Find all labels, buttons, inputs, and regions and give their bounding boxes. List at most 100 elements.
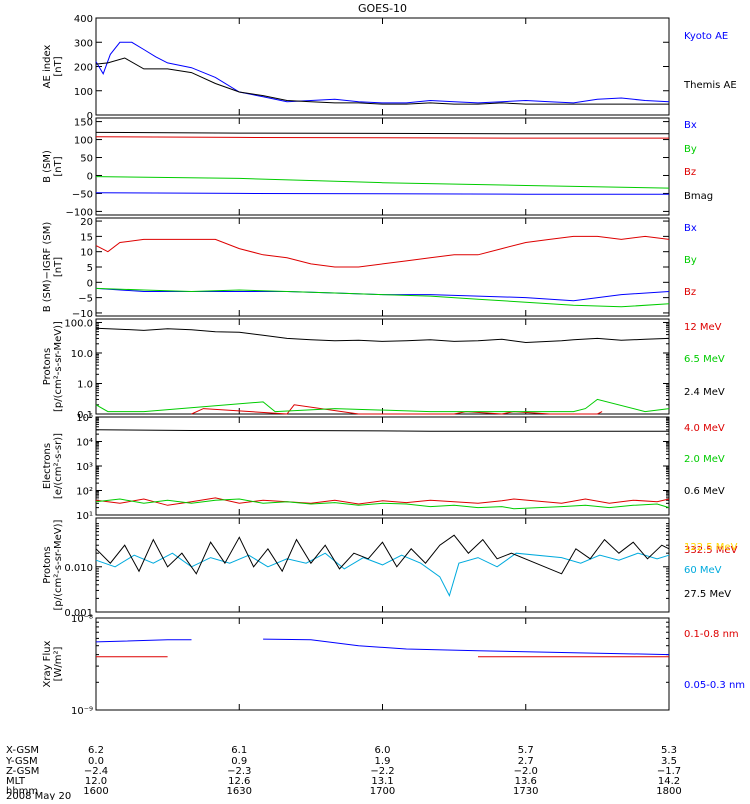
y-tick-label: 10² (76, 487, 93, 498)
x-row-label: hhmm (6, 786, 38, 797)
series-line (95, 429, 669, 432)
legend-entry: Bx (684, 120, 697, 131)
legend-entry: Bmag (684, 191, 713, 202)
legend-entry: 0.05-0.3 nm (684, 680, 745, 691)
series-line (95, 41, 670, 104)
legend-entry: By (684, 144, 697, 155)
y-axis-label: [nT] (53, 156, 64, 176)
legend-entry: 6.5 MeV (684, 354, 725, 365)
series-line (95, 136, 669, 139)
series-line (95, 398, 670, 413)
y-tick-label: 5 (87, 263, 93, 274)
x-row-value: −2.0 (514, 766, 538, 777)
series-line (95, 287, 670, 308)
x-row-value: 1.9 (375, 756, 391, 767)
x-row-value: −2.3 (227, 766, 251, 777)
y-tick-label: 15 (80, 232, 93, 243)
x-row-value: −1.7 (657, 766, 681, 777)
y-tick-label: −5 (78, 294, 93, 305)
x-row-value: 6.1 (231, 745, 247, 756)
y-axis-label: Electrons (42, 443, 53, 489)
x-row-value: −2.2 (370, 766, 394, 777)
series-line (95, 192, 669, 195)
series-line (95, 639, 192, 643)
legend-entry: By (684, 255, 697, 266)
y-axis-label: [nT] (53, 257, 64, 277)
x-row-value: 6.0 (375, 745, 391, 756)
x-row-value: 12.6 (228, 776, 250, 787)
y-axis-label: AE index (42, 45, 53, 89)
y-axis-label: Protons (42, 348, 53, 385)
x-row-value: 12.0 (85, 776, 107, 787)
legend-entry: 0.6 MeV (684, 486, 725, 497)
panel-frame (95, 217, 670, 317)
y-axis-label: [e/(cm²-s-sr)] (53, 433, 64, 499)
y-tick-label: 100.0 (64, 318, 93, 329)
y-tick-label: 150 (74, 118, 93, 129)
series-line (95, 534, 670, 575)
y-tick-label: 0 (87, 111, 93, 122)
x-row-value: 1800 (656, 786, 681, 797)
x-row-value: 1600 (83, 786, 108, 797)
x-row-value: 0.0 (88, 756, 104, 767)
x-row-value: 14.2 (658, 776, 680, 787)
panel-frame (95, 17, 670, 116)
y-tick-label: 10 (80, 248, 93, 259)
x-row-label: Y-GSM (5, 756, 38, 767)
y-tick-label: 10⁻⁹ (71, 706, 93, 717)
x-row-value: −2.4 (84, 766, 108, 777)
series-line (95, 552, 670, 597)
y-tick-label: 20 (80, 217, 93, 228)
legend-entry: 332.5 MeV (684, 545, 738, 556)
legend-entry: 2.0 MeV (684, 454, 725, 465)
legend-entry: 27.5 MeV (684, 589, 731, 600)
y-axis-label: B (SM) (42, 150, 53, 183)
x-row-value: 3.5 (661, 756, 677, 767)
y-axis-label: [p/(cm²-s-sr-MeV)] (53, 519, 64, 610)
y-axis-label: Xray Flux (42, 640, 53, 687)
x-row-value: 6.2 (88, 745, 104, 756)
y-tick-label: 0 (87, 171, 93, 182)
y-tick-label: 1.0 (77, 379, 93, 390)
series-line (95, 235, 670, 268)
x-row-value: 0.9 (231, 756, 247, 767)
y-tick-label: 0.010 (64, 563, 93, 574)
x-row-value: 5.3 (661, 745, 677, 756)
y-axis-label: [p/(cm²-s-sr-MeV)] (53, 321, 64, 412)
y-tick-label: −50 (72, 189, 93, 200)
y-axis-label: Protons (42, 546, 53, 583)
series-line (191, 404, 603, 415)
series-line (95, 57, 669, 105)
y-tick-label: 100 (74, 87, 93, 98)
legend-entry: 122.5 MeV (684, 542, 738, 553)
legend-entry: 0.1-0.8 nm (684, 629, 739, 640)
y-tick-label: 200 (74, 63, 93, 74)
y-tick-label: 10⁵ (76, 413, 93, 424)
chart-title: GOES-10 (358, 2, 407, 15)
series-line (95, 497, 670, 506)
y-tick-label: 0 (87, 278, 93, 289)
legend-entry: Bx (684, 223, 697, 234)
date-label: 2008 May 20 (6, 791, 71, 800)
series-line (263, 638, 670, 656)
x-row-value: 5.7 (518, 745, 534, 756)
y-tick-label: 10⁴ (76, 438, 93, 449)
x-row-value: 1630 (227, 786, 252, 797)
y-tick-label: 400 (74, 14, 93, 25)
legend-entry: Bz (684, 287, 696, 298)
x-row-value: 2.7 (518, 756, 534, 767)
panel-frame (95, 318, 670, 415)
y-tick-label: 100 (74, 136, 93, 147)
legend-entry: 2.4 MeV (684, 387, 725, 398)
legend-entry: Kyoto AE (684, 31, 728, 42)
x-row-value: 13.1 (371, 776, 393, 787)
x-row-label: MLT (6, 776, 26, 787)
y-tick-label: 10³ (76, 462, 93, 473)
y-tick-label: 10⁻⁸ (71, 614, 93, 625)
y-axis-label: [W/m²] (53, 646, 64, 681)
y-tick-label: 50 (80, 154, 93, 165)
legend-entry: Bz (684, 167, 696, 178)
y-tick-label: −100 (66, 207, 93, 218)
